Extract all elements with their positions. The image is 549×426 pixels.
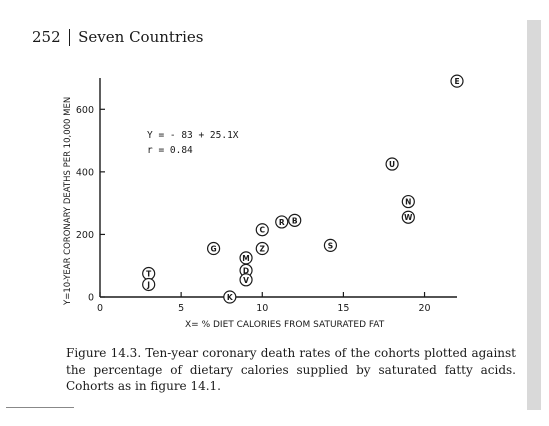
- running-head: Seven Countries: [78, 28, 204, 46]
- chart-axes: [99, 78, 457, 298]
- point-marker: [255, 241, 269, 256]
- point-label: M: [242, 254, 249, 263]
- data-point-z: Z: [255, 241, 269, 256]
- point-label: T: [146, 270, 152, 279]
- point-marker: [385, 157, 399, 171]
- data-point-u: U: [385, 157, 399, 171]
- point-marker: [255, 223, 269, 237]
- data-point-j: J: [142, 277, 156, 292]
- figure-caption: Figure 14.3. Ten-year coronary death rat…: [66, 346, 516, 393]
- data-point-k: K: [223, 290, 237, 304]
- point-label: D: [243, 266, 249, 275]
- point-marker: [401, 210, 415, 224]
- y-tick-label: 600: [76, 105, 94, 116]
- point-marker: [142, 277, 156, 292]
- point-marker: [450, 74, 464, 88]
- x-tick-label: 15: [337, 303, 349, 314]
- y-tick-label: 200: [76, 230, 94, 241]
- point-marker: [275, 215, 289, 229]
- data-point-n: N: [401, 194, 415, 209]
- y-axis-label: Y=10-YEAR CORONARY DEATHS PER 10,000 MEN: [63, 97, 73, 306]
- data-point-e: E: [450, 74, 464, 88]
- footnote-rule: [6, 407, 74, 408]
- point-marker: [223, 290, 237, 304]
- adjacent-page-edge: [527, 20, 541, 410]
- data-point-v: V: [239, 273, 253, 287]
- point-marker: [323, 238, 338, 252]
- x-tick-label: 20: [418, 303, 430, 314]
- data-point-g: G: [206, 241, 221, 256]
- point-label: R: [279, 218, 285, 227]
- data-point-w: W: [401, 210, 415, 224]
- correlation-coefficient: r = 0.84: [147, 145, 193, 156]
- page-header: 252 Seven Countries: [32, 28, 203, 46]
- point-label: B: [292, 216, 298, 225]
- x-tick-label: 10: [256, 303, 268, 314]
- point-label: W: [404, 213, 413, 222]
- point-marker: [206, 241, 221, 256]
- page-number: 252: [32, 28, 61, 46]
- x-tick-label: 5: [178, 303, 184, 314]
- data-point-r: R: [275, 215, 289, 229]
- chart-points: E U NW R B C S G Z MDV TJ K: [142, 74, 464, 304]
- point-label: G: [211, 245, 217, 254]
- point-label: J: [146, 280, 150, 289]
- x-axis-label: X= % DIET CALORIES FROM SATURATED FAT: [185, 320, 385, 330]
- point-label: N: [405, 198, 411, 207]
- point-label: V: [243, 276, 249, 285]
- x-tick-label: 0: [97, 303, 103, 314]
- header-divider: [68, 28, 71, 46]
- data-point-s: S: [323, 238, 338, 252]
- data-point-t: T: [142, 266, 156, 281]
- y-tick-label: 400: [76, 167, 94, 178]
- y-tick-label: 0: [88, 293, 94, 304]
- data-point-m: M: [239, 251, 253, 265]
- data-point-b: B: [288, 213, 302, 227]
- regression-equation: Y = - 83 + 25.1X: [147, 130, 239, 141]
- point-label: K: [227, 293, 234, 302]
- point-label: E: [454, 77, 459, 86]
- point-label: U: [389, 160, 395, 169]
- point-label: Z: [260, 245, 266, 254]
- data-point-c: C: [255, 223, 269, 237]
- point-marker: [401, 194, 415, 209]
- point-label: C: [260, 226, 266, 235]
- point-marker: [239, 273, 253, 287]
- point-label: S: [328, 241, 333, 250]
- point-marker: [288, 213, 302, 227]
